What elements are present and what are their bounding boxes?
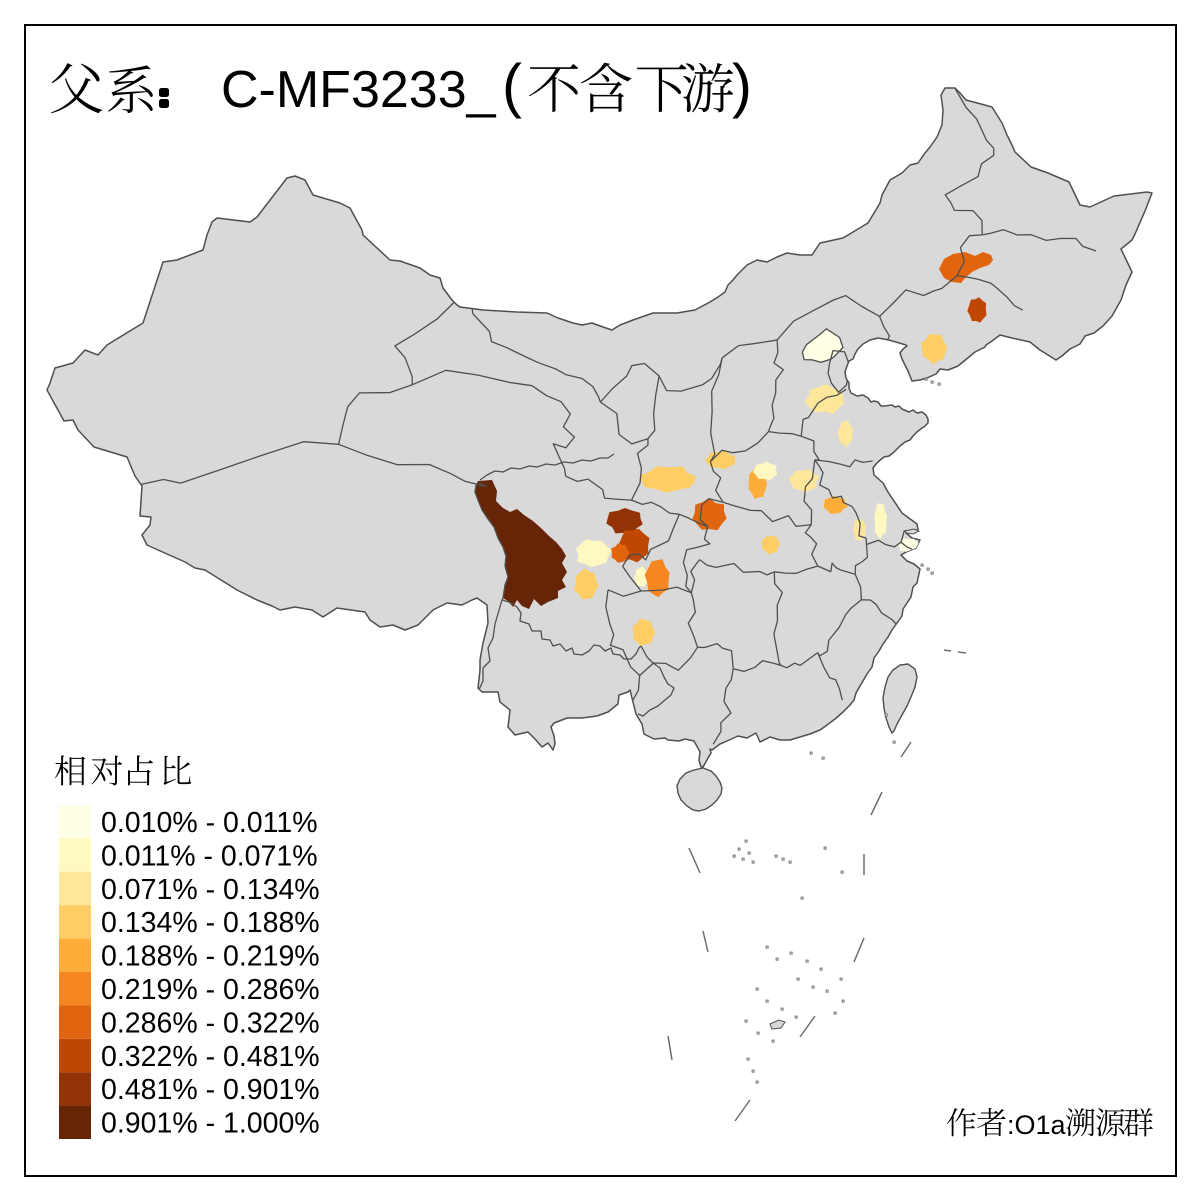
svg-text:0.219% - 0.286%: 0.219% - 0.286% — [101, 974, 320, 1006]
svg-text:0.188% - 0.219%: 0.188% - 0.219% — [101, 941, 320, 973]
svg-text:0.010% - 0.011%: 0.010% - 0.011% — [101, 807, 318, 839]
svg-text:C-MF3233_: C-MF3233_ — [221, 61, 497, 119]
svg-text:0.286% - 0.322%: 0.286% - 0.322% — [101, 1007, 320, 1039]
svg-text:0.134% - 0.188%: 0.134% - 0.188% — [101, 907, 320, 939]
svg-text:(: ( — [502, 52, 522, 119]
svg-text:0.901% - 1.000%: 0.901% - 1.000% — [101, 1108, 320, 1140]
svg-text:0.322% - 0.481%: 0.322% - 0.481% — [101, 1041, 320, 1073]
svg-text:0.481% - 0.901%: 0.481% - 0.901% — [101, 1074, 320, 1106]
svg-text:0.011% - 0.071%: 0.011% - 0.071% — [101, 840, 318, 872]
svg-text::O1a: :O1a — [1007, 1110, 1067, 1140]
svg-text:0.071% - 0.134%: 0.071% - 0.134% — [101, 874, 320, 906]
svg-text:): ) — [732, 52, 752, 119]
